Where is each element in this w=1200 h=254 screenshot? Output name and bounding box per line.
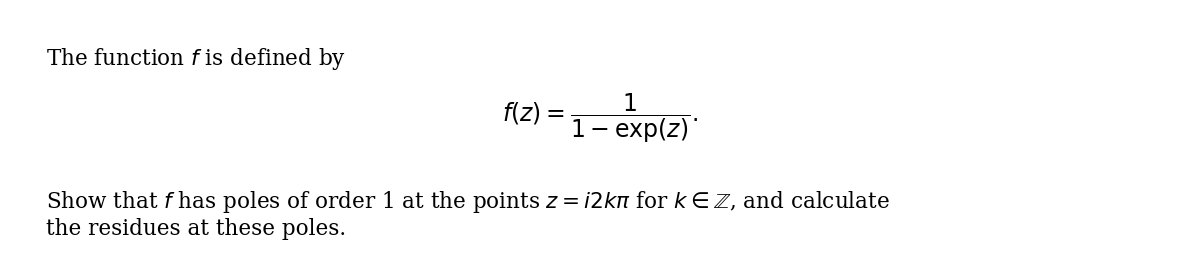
- Text: $f(z) = \dfrac{1}{1 - \exp(z)}.$: $f(z) = \dfrac{1}{1 - \exp(z)}.$: [502, 91, 698, 145]
- Text: The function $f$ is defined by: The function $f$ is defined by: [46, 46, 346, 72]
- Text: Show that $f$ has poles of order 1 at the points $z = i2k\pi$ for $k \in \mathbb: Show that $f$ has poles of order 1 at th…: [46, 188, 889, 214]
- Text: the residues at these poles.: the residues at these poles.: [46, 217, 346, 239]
